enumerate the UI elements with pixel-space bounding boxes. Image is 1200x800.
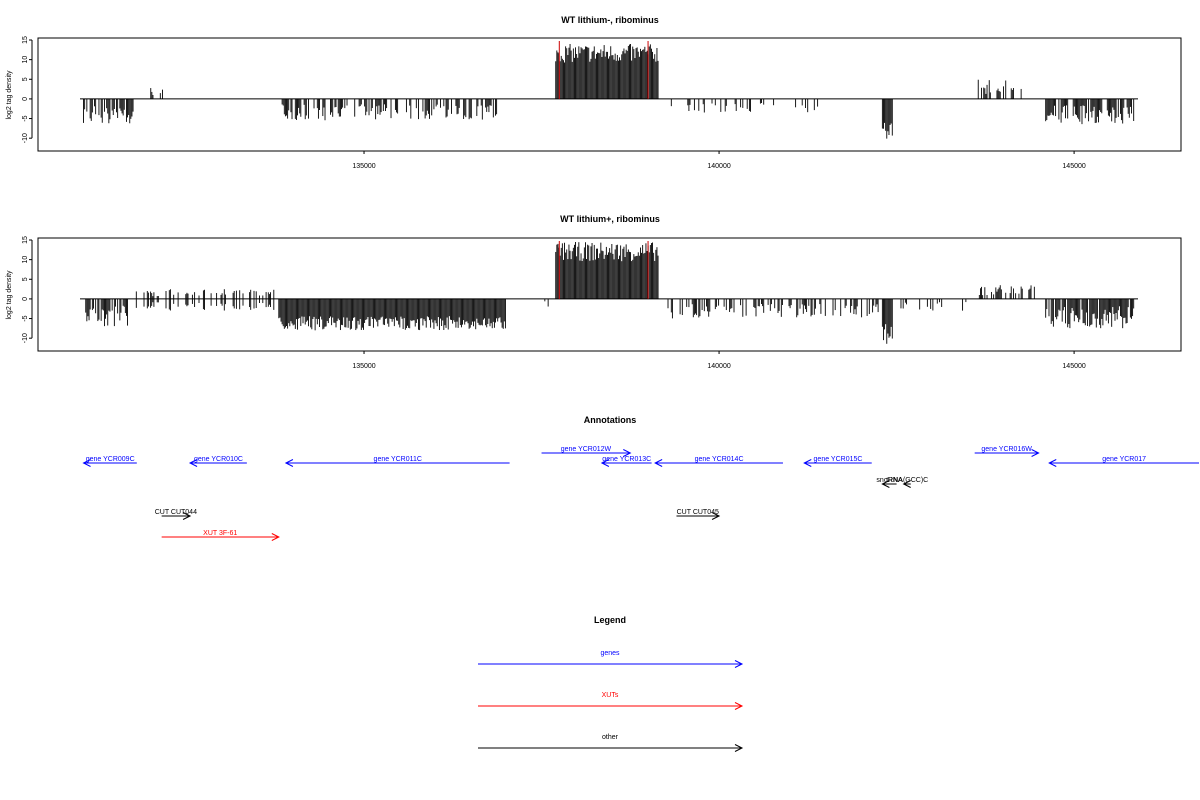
panel-1-title: WT lithium-, ribominus	[561, 15, 659, 25]
legend-item-other: other	[478, 734, 744, 752]
annotation-feature: gene YCR009C	[82, 456, 137, 467]
arrowhead-icon	[271, 533, 280, 541]
annotation-feature: gene YCR015C	[803, 456, 872, 467]
annotation-feature: gene YCR012W	[541, 446, 632, 457]
legend-item-gene: genes	[478, 650, 744, 668]
arrowhead-icon	[881, 480, 890, 488]
y-tick-label: 10	[22, 256, 29, 264]
panel-2-y-axis: 15 10 5 0 -5 -10	[22, 236, 33, 343]
annotations-panel: Annotations gene YCR009C gene YCR010C gene…	[82, 415, 1199, 541]
legend-panel: Legend genes XUTs other	[478, 615, 744, 752]
panel-1-ylabel: log2 tag density	[6, 70, 13, 120]
y-tick-label: 10	[22, 56, 29, 64]
arrowhead-icon	[734, 660, 744, 668]
panel-2-signal-bars	[85, 242, 1135, 344]
feature-label: CUT CUT044	[155, 509, 197, 516]
x-tick-label: 135000	[352, 363, 375, 370]
panel-2-frame	[37, 237, 1182, 352]
feature-label: gene YCR012W	[561, 446, 612, 453]
y-tick-label: -10	[22, 333, 29, 343]
y-tick-label: 15	[22, 236, 29, 244]
feature-label: snoRNA	[876, 477, 902, 484]
arrowhead-icon	[623, 449, 632, 457]
x-tick-label: 140000	[707, 163, 730, 170]
feature-label: gene YCR014C	[695, 456, 744, 463]
x-tick-label: 145000	[1062, 363, 1085, 370]
feature-label: tRNA(GCC)C	[886, 477, 928, 484]
y-tick-label: 0	[22, 297, 29, 301]
y-tick-label: -5	[22, 315, 29, 321]
y-tick-label: -5	[22, 115, 29, 121]
legend-item-xut: XUTs	[478, 692, 744, 710]
panel-1-signal-bars	[83, 44, 1135, 139]
arrowhead-icon	[188, 459, 198, 467]
arrowhead-icon	[284, 459, 294, 467]
arrowhead-icon	[182, 512, 192, 520]
legend-label: other	[602, 734, 619, 741]
panel-2-x-axis: 135000 140000 145000	[352, 351, 1086, 370]
y-tick-label: 5	[22, 77, 29, 81]
arrowhead-icon	[902, 480, 911, 488]
arrowhead-icon	[803, 459, 812, 467]
feature-label: XUT 3F-61	[203, 530, 237, 537]
arrowhead-icon	[1048, 459, 1057, 467]
arrowhead-icon	[711, 512, 721, 520]
annotation-features: gene YCR009C gene YCR010C gene YCR011C gene…	[82, 446, 1199, 541]
legend-label: XUTs	[602, 692, 619, 699]
feature-label: gene YCR013C	[602, 456, 651, 463]
x-tick-label: 145000	[1062, 163, 1085, 170]
annotation-feature: CUT CUT045	[676, 509, 721, 520]
arrowhead-icon	[654, 459, 663, 467]
signal-panel-1: WT lithium-, ribominus log2 tag density …	[6, 15, 1182, 170]
annotation-feature: XUT 3F-61	[161, 530, 280, 541]
y-tick-label: 0	[22, 97, 29, 101]
panel-1-frame	[37, 37, 1182, 152]
feature-label: gene YCR011C	[374, 456, 422, 463]
feature-label: gene YCR016W	[981, 446, 1032, 453]
annotations-title: Annotations	[584, 415, 637, 425]
feature-label: gene YCR010C	[194, 456, 243, 463]
feature-label: CUT CUT045	[677, 509, 719, 516]
panel-2-markers	[558, 241, 649, 299]
arrowhead-icon	[734, 702, 744, 710]
signal-panel-2: WT lithium+, ribominus log2 tag density …	[6, 214, 1182, 370]
feature-label: gene YCR017	[1102, 456, 1146, 463]
panel-1-x-axis: 135000 140000 145000	[352, 151, 1086, 170]
annotation-feature: tRNA(GCC)C	[886, 477, 928, 488]
panel-2-ylabel: log2 tag density	[6, 270, 13, 320]
arrowhead-icon	[1031, 449, 1040, 457]
legend-label: genes	[600, 650, 620, 657]
feature-label: gene YCR009C	[86, 456, 135, 463]
x-tick-label: 135000	[352, 163, 375, 170]
legend-title: Legend	[594, 615, 626, 625]
feature-label: gene YCR015C	[814, 456, 863, 463]
legend-items: genes XUTs other	[478, 650, 744, 752]
panel-1-markers	[558, 41, 649, 99]
annotation-feature: gene YCR013C	[600, 456, 652, 467]
x-tick-label: 140000	[707, 363, 730, 370]
panel-1-y-axis: 15 10 5 0 -5 -10	[22, 36, 33, 143]
arrowhead-icon	[82, 459, 91, 467]
annotation-feature: gene YCR010C	[188, 456, 247, 467]
annotation-feature: gene YCR014C	[654, 456, 783, 467]
panel-2-title: WT lithium+, ribominus	[560, 214, 660, 224]
annotation-feature: gene YCR016W	[974, 446, 1040, 457]
annotation-feature: gene YCR017	[1048, 456, 1199, 467]
annotation-feature: gene YCR011C	[284, 456, 510, 467]
y-tick-label: -10	[22, 133, 29, 143]
y-tick-label: 15	[22, 36, 29, 44]
annotation-feature: snoRNA	[876, 477, 903, 488]
arrowhead-icon	[600, 459, 610, 467]
annotation-feature: CUT CUT044	[155, 509, 197, 520]
y-tick-label: 5	[22, 277, 29, 281]
arrowhead-icon	[734, 744, 744, 752]
